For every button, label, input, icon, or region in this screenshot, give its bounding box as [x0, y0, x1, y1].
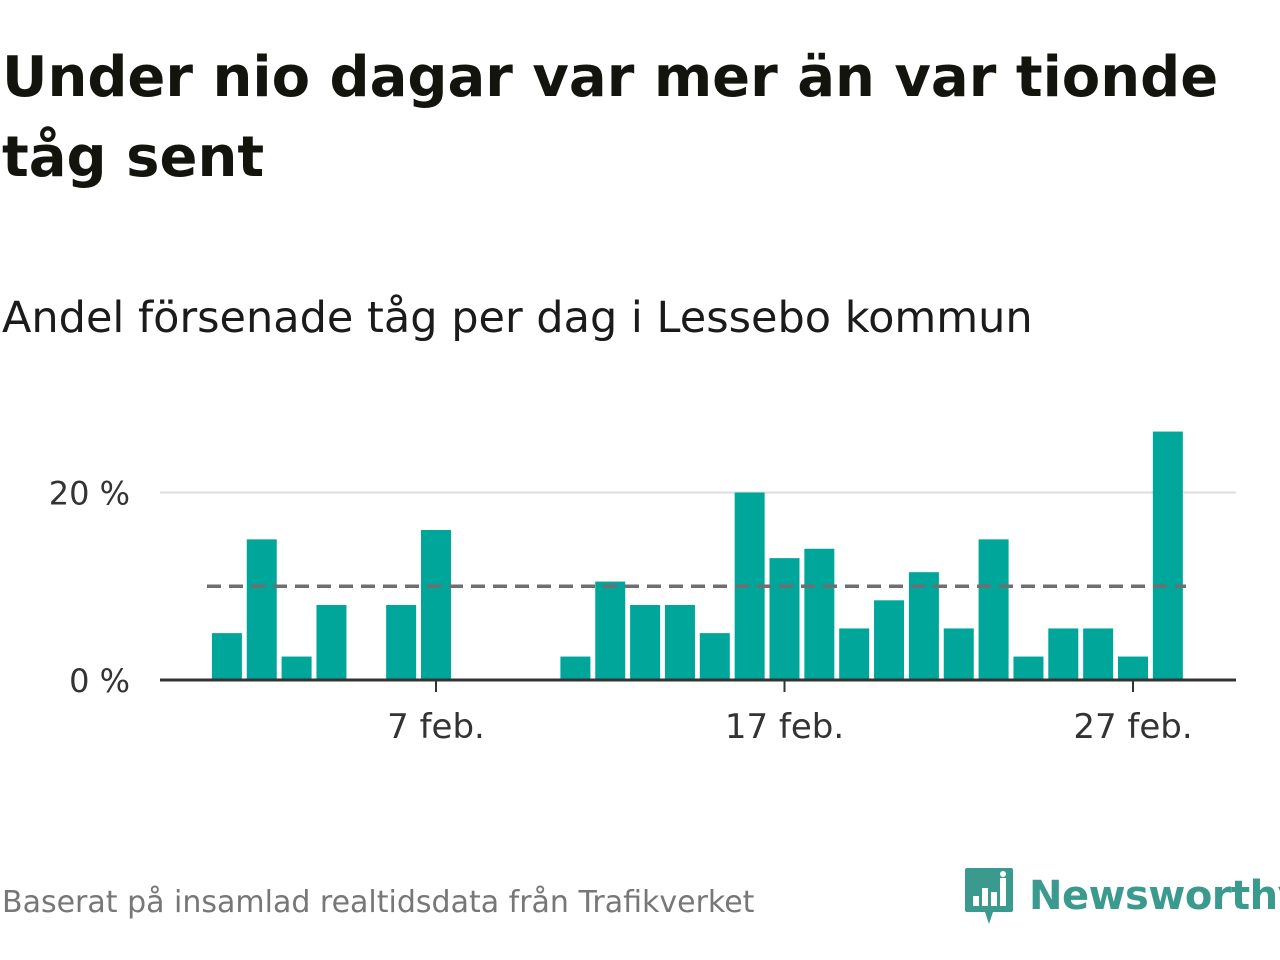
bar: [1083, 628, 1114, 680]
bar: [804, 548, 835, 680]
bar: [1013, 656, 1044, 680]
brand-name: Newsworthy: [1029, 873, 1280, 919]
bar: [560, 656, 591, 680]
bar: [978, 539, 1009, 680]
bar: [874, 600, 905, 680]
bar: [421, 530, 451, 680]
bar: [630, 605, 661, 680]
source-note: Baserat på insamlad realtidsdata från Tr…: [2, 885, 755, 920]
bar: [281, 656, 312, 680]
bar: [211, 633, 242, 680]
bar: [839, 628, 870, 680]
bar: [1048, 628, 1079, 680]
chart-title: Under nio dagar var mer än var tionde tå…: [2, 45, 1219, 190]
bar: [699, 633, 730, 680]
chart-subtitle: Andel försenade tåg per dag i Lessebo ko…: [2, 293, 1033, 343]
newsworthy-logo-icon: [965, 868, 1013, 924]
bar: [246, 539, 277, 680]
bar-chart: 0 % 20 % 7 feb. 17 feb. 27 feb.: [49, 431, 1236, 747]
bar: [908, 572, 939, 680]
bar: [595, 581, 626, 680]
brand-logo: Newsworthy: [963, 864, 1280, 928]
bar: [664, 605, 695, 680]
bar: [1118, 656, 1148, 680]
x-tick-label: 17 feb.: [725, 707, 844, 747]
bar: [386, 605, 417, 680]
bar: [316, 605, 347, 680]
x-tick-label: 7 feb.: [387, 707, 485, 747]
bar: [943, 628, 974, 680]
y-tick-label: 0 %: [69, 662, 130, 700]
bar: [1152, 431, 1183, 680]
bar: [769, 558, 800, 680]
x-tick-label: 27 feb.: [1073, 707, 1192, 747]
y-tick-label: 20 %: [49, 475, 130, 513]
